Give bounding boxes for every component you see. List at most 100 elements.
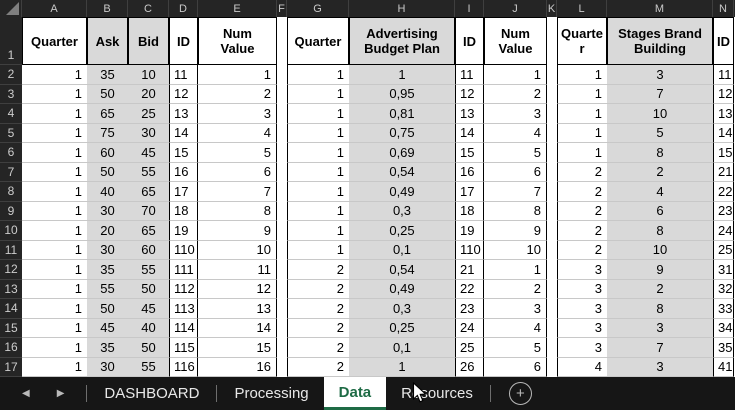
cell-G9[interactable]: 1 — [287, 201, 349, 221]
column-header-E[interactable]: E — [198, 0, 277, 17]
row-header-7[interactable]: 7 — [0, 162, 22, 182]
column-header-H[interactable]: H — [349, 0, 455, 17]
cell-I14[interactable]: 23 — [455, 299, 484, 319]
cell-L12[interactable]: 3 — [557, 260, 607, 280]
cell-M3[interactable]: 7 — [607, 84, 713, 104]
cell-J6[interactable]: 5 — [484, 143, 547, 163]
cell-F16[interactable] — [277, 338, 287, 358]
cell-M16[interactable]: 7 — [607, 338, 713, 358]
cell-B10[interactable]: 20 — [87, 221, 128, 241]
cell-I3[interactable]: 12 — [455, 84, 484, 104]
cell-E15[interactable]: 14 — [198, 318, 277, 338]
cell-I9[interactable]: 18 — [455, 201, 484, 221]
cell-C17[interactable]: 55 — [128, 357, 169, 377]
cell-F2[interactable] — [277, 65, 287, 85]
cell-G17[interactable]: 2 — [287, 357, 349, 377]
cell-H17[interactable]: 1 — [349, 357, 455, 377]
cell-C7[interactable]: 55 — [128, 162, 169, 182]
cell-G14[interactable]: 2 — [287, 299, 349, 319]
cell-L6[interactable]: 1 — [557, 143, 607, 163]
cell-A1[interactable]: Quarter — [22, 17, 87, 65]
sheet-tab-dashboard[interactable]: DASHBOARD — [104, 385, 200, 402]
cell-F6[interactable] — [277, 143, 287, 163]
cell-N13[interactable]: 32 — [713, 279, 734, 299]
cell-F14[interactable] — [277, 299, 287, 319]
row-header-4[interactable]: 4 — [0, 104, 22, 124]
row-header-6[interactable]: 6 — [0, 143, 22, 163]
cell-C4[interactable]: 25 — [128, 104, 169, 124]
cell-B7[interactable]: 50 — [87, 162, 128, 182]
cell-D13[interactable]: 112 — [169, 279, 198, 299]
row-header-12[interactable]: 12 — [0, 260, 22, 280]
cell-F15[interactable] — [277, 318, 287, 338]
cell-L17[interactable]: 4 — [557, 357, 607, 377]
cell-K7[interactable] — [547, 162, 557, 182]
cell-A10[interactable]: 1 — [22, 221, 87, 241]
cell-I15[interactable]: 24 — [455, 318, 484, 338]
cell-K10[interactable] — [547, 221, 557, 241]
cell-J13[interactable]: 2 — [484, 279, 547, 299]
cell-J10[interactable]: 9 — [484, 221, 547, 241]
column-header-F[interactable]: F — [277, 0, 287, 17]
row-header-16[interactable]: 16 — [0, 338, 22, 358]
cell-H4[interactable]: 0,81 — [349, 104, 455, 124]
cell-B2[interactable]: 35 — [87, 65, 128, 85]
cell-L4[interactable]: 1 — [557, 104, 607, 124]
cell-D3[interactable]: 12 — [169, 84, 198, 104]
cell-M10[interactable]: 8 — [607, 221, 713, 241]
cell-D16[interactable]: 115 — [169, 338, 198, 358]
row-header-5[interactable]: 5 — [0, 123, 22, 143]
cell-A7[interactable]: 1 — [22, 162, 87, 182]
cell-J5[interactable]: 4 — [484, 123, 547, 143]
cell-E4[interactable]: 3 — [198, 104, 277, 124]
cell-B8[interactable]: 40 — [87, 182, 128, 202]
cell-H1[interactable]: Advertising Budget Plan — [349, 17, 455, 65]
cell-A15[interactable]: 1 — [22, 318, 87, 338]
cell-H16[interactable]: 0,1 — [349, 338, 455, 358]
cell-K5[interactable] — [547, 123, 557, 143]
cell-G16[interactable]: 2 — [287, 338, 349, 358]
cell-C12[interactable]: 55 — [128, 260, 169, 280]
cell-F10[interactable] — [277, 221, 287, 241]
cell-B16[interactable]: 35 — [87, 338, 128, 358]
cell-E8[interactable]: 7 — [198, 182, 277, 202]
cell-B15[interactable]: 45 — [87, 318, 128, 338]
cell-B6[interactable]: 60 — [87, 143, 128, 163]
cell-M8[interactable]: 4 — [607, 182, 713, 202]
cell-F8[interactable] — [277, 182, 287, 202]
cell-D10[interactable]: 19 — [169, 221, 198, 241]
cell-G4[interactable]: 1 — [287, 104, 349, 124]
cell-E3[interactable]: 2 — [198, 84, 277, 104]
cell-D1[interactable]: ID — [169, 17, 198, 65]
cell-E16[interactable]: 15 — [198, 338, 277, 358]
cell-I1[interactable]: ID — [455, 17, 484, 65]
cell-A14[interactable]: 1 — [22, 299, 87, 319]
cell-L9[interactable]: 2 — [557, 201, 607, 221]
cell-E7[interactable]: 6 — [198, 162, 277, 182]
column-header-N[interactable]: N — [713, 0, 734, 17]
column-header-I[interactable]: I — [455, 0, 484, 17]
cell-G10[interactable]: 1 — [287, 221, 349, 241]
cell-I4[interactable]: 13 — [455, 104, 484, 124]
cell-B13[interactable]: 55 — [87, 279, 128, 299]
cell-I10[interactable]: 19 — [455, 221, 484, 241]
column-header-B[interactable]: B — [87, 0, 128, 17]
cell-J9[interactable]: 8 — [484, 201, 547, 221]
row-header-2[interactable]: 2 — [0, 65, 22, 85]
cell-E10[interactable]: 9 — [198, 221, 277, 241]
cell-L13[interactable]: 3 — [557, 279, 607, 299]
cell-H11[interactable]: 0,1 — [349, 240, 455, 260]
cell-L11[interactable]: 2 — [557, 240, 607, 260]
cell-N17[interactable]: 41 — [713, 357, 734, 377]
cell-J14[interactable]: 3 — [484, 299, 547, 319]
cell-L16[interactable]: 3 — [557, 338, 607, 358]
cell-C8[interactable]: 65 — [128, 182, 169, 202]
cell-N5[interactable]: 14 — [713, 123, 734, 143]
cell-M15[interactable]: 3 — [607, 318, 713, 338]
cell-C11[interactable]: 60 — [128, 240, 169, 260]
cell-B17[interactable]: 30 — [87, 357, 128, 377]
cell-A17[interactable]: 1 — [22, 357, 87, 377]
cell-D8[interactable]: 17 — [169, 182, 198, 202]
cell-J8[interactable]: 7 — [484, 182, 547, 202]
cell-L8[interactable]: 2 — [557, 182, 607, 202]
